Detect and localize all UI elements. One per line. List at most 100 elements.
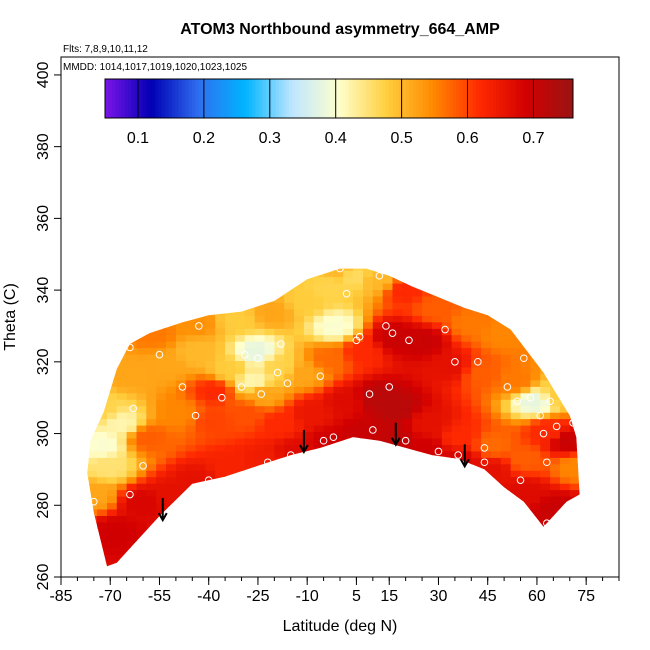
heatmap-cell bbox=[107, 444, 118, 452]
heatmap-cell bbox=[254, 334, 266, 342]
heatmap-cell bbox=[185, 308, 197, 316]
colorbar-segment bbox=[218, 79, 223, 118]
heatmap-cell bbox=[363, 418, 374, 426]
heatmap-cell bbox=[402, 418, 413, 426]
heatmap-cell bbox=[481, 444, 492, 452]
heatmap-cell bbox=[107, 315, 118, 323]
heatmap-cell bbox=[510, 547, 522, 555]
heatmap-cell bbox=[166, 315, 177, 323]
heatmap-cell bbox=[303, 289, 315, 297]
heatmap-cell bbox=[392, 547, 403, 555]
heatmap-cell bbox=[382, 289, 394, 297]
heatmap-cell bbox=[225, 276, 236, 284]
heatmap-cell bbox=[225, 457, 236, 465]
heatmap-cell bbox=[569, 282, 580, 290]
heatmap-cell bbox=[431, 515, 443, 523]
heatmap-cell bbox=[530, 431, 541, 439]
heatmap-cell bbox=[382, 483, 394, 491]
heatmap-cell bbox=[185, 547, 197, 555]
heatmap-cell bbox=[303, 353, 315, 361]
heatmap-cell bbox=[530, 257, 540, 264]
heatmap-cell bbox=[136, 270, 147, 278]
heatmap-cell bbox=[520, 341, 531, 349]
heatmap-cell bbox=[402, 341, 413, 349]
heatmap-cell bbox=[225, 270, 236, 278]
heatmap-cell bbox=[254, 360, 266, 368]
heatmap-cell bbox=[254, 366, 266, 374]
heatmap-cell bbox=[431, 321, 443, 329]
heatmap-cell bbox=[126, 424, 137, 432]
heatmap-cell bbox=[323, 541, 334, 549]
heatmap-cell bbox=[550, 321, 561, 329]
heatmap-cell bbox=[274, 457, 285, 465]
heatmap-cell bbox=[500, 457, 512, 465]
heatmap-cell bbox=[274, 541, 285, 549]
heatmap-cell bbox=[117, 567, 127, 574]
heatmap-cell bbox=[313, 328, 325, 336]
heatmap-cell bbox=[225, 502, 236, 510]
heatmap-cell bbox=[471, 405, 482, 413]
heatmap-cell bbox=[363, 508, 374, 516]
heatmap-cell bbox=[569, 392, 580, 400]
heatmap-cell bbox=[510, 463, 522, 471]
heatmap-cell bbox=[569, 341, 580, 349]
heatmap-cell bbox=[500, 295, 512, 303]
heatmap-cell bbox=[146, 315, 157, 323]
heatmap-cell bbox=[550, 437, 561, 445]
heatmap-cell bbox=[185, 328, 197, 336]
heatmap-cell bbox=[313, 528, 325, 536]
heatmap-cell bbox=[412, 554, 423, 562]
heatmap-cell bbox=[422, 334, 433, 342]
heatmap-cell bbox=[274, 392, 285, 400]
observation-marker bbox=[178, 383, 187, 391]
heatmap-cell bbox=[175, 268, 187, 271]
heatmap-cell bbox=[235, 476, 246, 484]
heatmap-cell bbox=[97, 334, 108, 342]
heatmap-cell bbox=[353, 328, 364, 336]
heatmap-cell bbox=[146, 373, 157, 381]
heatmap-cell bbox=[530, 315, 541, 323]
heatmap-cell bbox=[392, 302, 403, 310]
heatmap-cell bbox=[235, 257, 245, 264]
heatmap-cell bbox=[431, 270, 443, 278]
heatmap-cell bbox=[274, 483, 285, 491]
heatmap-cell bbox=[559, 302, 571, 310]
heatmap-cell bbox=[461, 515, 472, 523]
heatmap-cell bbox=[520, 521, 531, 529]
heatmap-cell bbox=[471, 437, 482, 445]
heatmap-cell bbox=[451, 295, 462, 303]
heatmap-cell bbox=[392, 386, 403, 394]
heatmap-cell bbox=[294, 437, 305, 445]
heatmap-cell bbox=[205, 444, 216, 452]
heatmap-cell bbox=[225, 334, 236, 342]
heatmap-cell bbox=[451, 431, 462, 439]
heatmap-cell bbox=[402, 257, 412, 264]
heatmap-cell bbox=[323, 470, 334, 478]
heatmap-cell bbox=[569, 457, 580, 465]
heatmap-cell bbox=[550, 496, 561, 504]
heatmap-cell bbox=[471, 270, 482, 278]
heatmap-cell bbox=[372, 476, 384, 484]
heatmap-cell bbox=[491, 405, 502, 413]
heatmap-cell bbox=[530, 450, 541, 458]
colorbar-segment bbox=[335, 79, 340, 118]
heatmap-cell bbox=[590, 322, 600, 329]
heatmap-cell bbox=[254, 347, 266, 355]
heatmap-cell bbox=[441, 457, 453, 465]
heatmap-cell bbox=[205, 567, 215, 574]
heatmap-cell bbox=[363, 450, 374, 458]
heatmap-cell bbox=[264, 521, 275, 529]
heatmap-cell bbox=[146, 437, 157, 445]
heatmap-cell bbox=[520, 399, 531, 407]
heatmap-cell bbox=[363, 347, 374, 355]
heatmap-cell bbox=[175, 450, 187, 458]
heatmap-cell bbox=[333, 353, 344, 361]
heatmap-cell bbox=[116, 399, 128, 407]
heatmap-cell bbox=[500, 521, 512, 529]
heatmap-cell bbox=[501, 567, 511, 574]
heatmap-cell bbox=[451, 399, 462, 407]
x-tick-label: 60 bbox=[528, 588, 546, 605]
heatmap-cell bbox=[353, 521, 364, 529]
heatmap-cell bbox=[481, 483, 492, 491]
heatmap-cell bbox=[205, 405, 216, 413]
